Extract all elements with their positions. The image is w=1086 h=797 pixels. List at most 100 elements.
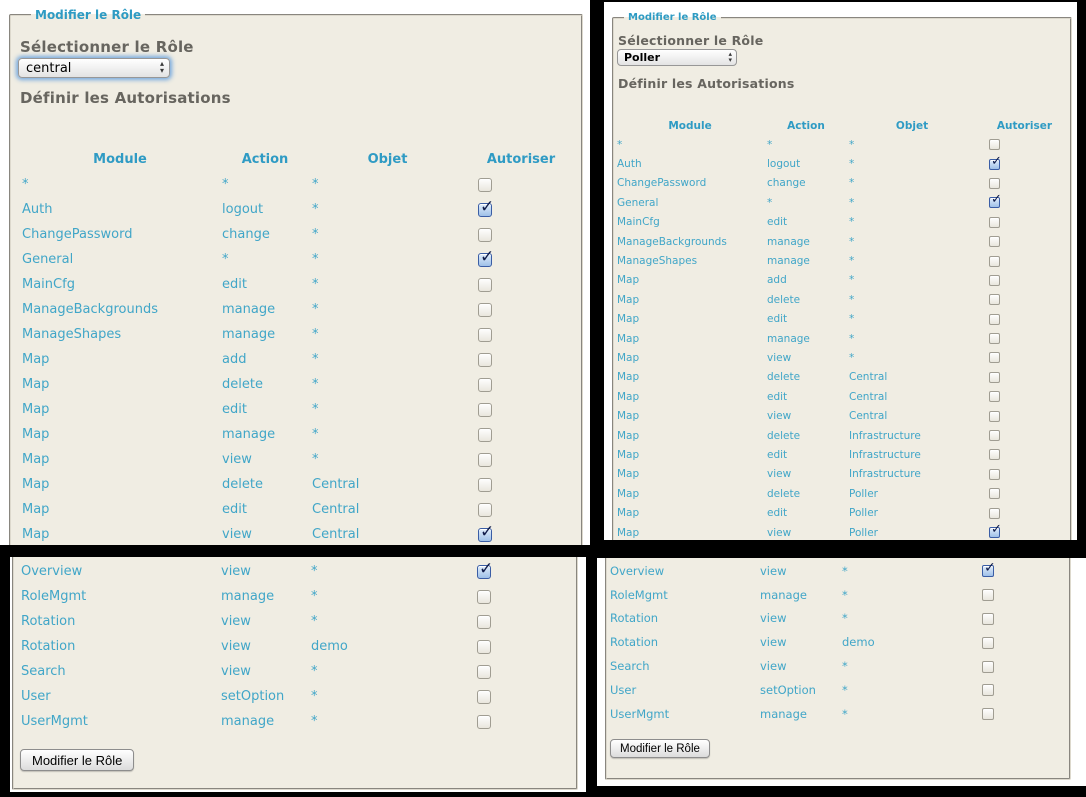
authorize-checkbox[interactable] bbox=[477, 639, 491, 654]
authorize-checkbox[interactable] bbox=[478, 427, 492, 442]
cell-module: Map bbox=[22, 377, 50, 392]
authorize-checkbox[interactable] bbox=[989, 371, 1000, 383]
authorize-checkbox[interactable] bbox=[989, 333, 1000, 345]
cell-objet: * bbox=[311, 614, 318, 629]
cell-objet: Central bbox=[849, 410, 888, 423]
authorize-checkbox[interactable] bbox=[478, 502, 492, 517]
authorize-checkbox[interactable] bbox=[989, 488, 1000, 500]
authorize-checkbox[interactable] bbox=[989, 430, 1000, 442]
authorize-checkbox[interactable] bbox=[989, 507, 1000, 519]
checkmark-icon: ✓ bbox=[479, 559, 494, 579]
authorize-checkbox[interactable] bbox=[982, 684, 994, 697]
authorize-checkbox[interactable] bbox=[989, 177, 1000, 189]
authorize-checkbox[interactable]: ✓ bbox=[478, 197, 494, 217]
authorize-checkbox[interactable] bbox=[982, 636, 994, 649]
permission-row: Map view * bbox=[615, 348, 1072, 367]
modify-role-button[interactable]: Modifier le Rôle bbox=[20, 749, 135, 771]
authorize-checkbox[interactable] bbox=[989, 294, 1000, 306]
checkmark-icon: ✓ bbox=[991, 522, 1002, 537]
authorize-checkbox[interactable] bbox=[982, 708, 994, 721]
cell-autoriser: ✓ bbox=[464, 559, 576, 584]
authorize-checkbox[interactable]: ✓ bbox=[989, 193, 1002, 209]
authorize-checkbox[interactable] bbox=[989, 313, 1000, 325]
cell-objet: Central bbox=[312, 477, 360, 492]
cell-autoriser bbox=[970, 630, 1065, 654]
cell-objet: Poller bbox=[849, 487, 878, 500]
authorize-checkbox[interactable] bbox=[982, 612, 994, 625]
authorize-checkbox[interactable] bbox=[478, 452, 492, 467]
permission-row: ChangePassword change * bbox=[20, 222, 577, 247]
authorize-checkbox[interactable] bbox=[477, 714, 491, 729]
authorize-checkbox[interactable] bbox=[477, 589, 491, 604]
authorize-checkbox[interactable] bbox=[478, 477, 492, 492]
authorize-checkbox[interactable] bbox=[989, 216, 1000, 228]
cell-module: Rotation bbox=[21, 614, 76, 629]
cell-autoriser bbox=[465, 272, 577, 297]
cell-module: Map bbox=[22, 477, 50, 492]
cell-action: logout bbox=[767, 158, 801, 171]
cell-action: * bbox=[222, 177, 229, 192]
cell-autoriser bbox=[464, 659, 576, 684]
authorize-checkbox[interactable] bbox=[478, 227, 492, 242]
cell-autoriser bbox=[465, 472, 577, 497]
authorize-checkbox[interactable] bbox=[478, 277, 492, 292]
cell-autoriser bbox=[970, 607, 1065, 631]
authorize-checkbox[interactable] bbox=[989, 410, 1000, 422]
cell-module: * bbox=[22, 177, 29, 192]
cell-module: General bbox=[617, 196, 659, 209]
authorize-checkbox[interactable] bbox=[989, 391, 1000, 403]
authorize-checkbox[interactable] bbox=[989, 352, 1000, 364]
authorize-checkbox[interactable]: ✓ bbox=[478, 247, 494, 267]
cell-action: * bbox=[767, 196, 773, 209]
authorize-checkbox[interactable] bbox=[989, 139, 1000, 151]
authorize-checkbox[interactable]: ✓ bbox=[478, 522, 494, 542]
authorize-checkbox[interactable] bbox=[477, 689, 491, 704]
authorize-checkbox[interactable] bbox=[982, 660, 994, 673]
cell-autoriser bbox=[977, 368, 1072, 387]
cell-action: change bbox=[767, 177, 806, 190]
authorize-checkbox[interactable] bbox=[478, 302, 492, 317]
authorize-checkbox[interactable] bbox=[477, 664, 491, 679]
cell-autoriser bbox=[977, 329, 1072, 348]
cell-module: Map bbox=[617, 448, 640, 461]
modify-role-button[interactable]: Modifier le Rôle bbox=[610, 739, 710, 758]
cell-action: view bbox=[760, 635, 787, 650]
authorize-checkbox[interactable] bbox=[982, 589, 994, 602]
checkmark-icon: ✓ bbox=[984, 560, 996, 577]
authorize-checkbox[interactable] bbox=[478, 177, 492, 192]
fieldset-legend: Modifier le Rôle bbox=[35, 8, 142, 22]
permissions-table: Overview view * ✓ RoleMgmt manage * Rotation vie… bbox=[608, 559, 1065, 726]
authorize-checkbox[interactable] bbox=[989, 274, 1000, 286]
select-stepper-icon: ▴ ▾ bbox=[159, 59, 164, 75]
authorize-checkbox[interactable]: ✓ bbox=[477, 559, 493, 579]
role-select[interactable]: Poller ▴ ▾ bbox=[617, 49, 737, 66]
cell-action: delete bbox=[767, 371, 801, 384]
cell-autoriser bbox=[977, 484, 1072, 503]
cell-action: edit bbox=[222, 402, 247, 417]
authorize-checkbox[interactable] bbox=[477, 614, 491, 629]
authorize-checkbox[interactable]: ✓ bbox=[989, 154, 1002, 170]
cell-objet: * bbox=[849, 216, 855, 229]
role-select[interactable]: central ▴ ▾ bbox=[18, 58, 170, 78]
permission-row: Map edit Central bbox=[20, 497, 577, 522]
permission-row: Map view * bbox=[20, 447, 577, 472]
authorize-checkbox[interactable] bbox=[478, 352, 492, 367]
authorize-checkbox[interactable]: ✓ bbox=[989, 523, 1002, 538]
authorize-checkbox[interactable] bbox=[989, 449, 1000, 461]
authorize-checkbox[interactable] bbox=[989, 255, 1000, 267]
cell-autoriser bbox=[977, 213, 1072, 232]
cell-module: MainCfg bbox=[617, 216, 660, 229]
authorize-checkbox[interactable] bbox=[989, 468, 1000, 480]
cell-autoriser: ✓ bbox=[977, 523, 1072, 540]
authorize-checkbox[interactable] bbox=[478, 327, 492, 342]
cell-objet: Infrastructure bbox=[849, 468, 921, 481]
authorize-checkbox[interactable] bbox=[478, 377, 492, 392]
authorize-checkbox[interactable]: ✓ bbox=[982, 560, 996, 578]
permission-row: UserMgmt manage * bbox=[608, 702, 1065, 726]
cell-action: view bbox=[767, 351, 792, 364]
cell-autoriser bbox=[970, 654, 1065, 678]
cell-autoriser bbox=[977, 251, 1072, 270]
authorize-checkbox[interactable] bbox=[478, 402, 492, 417]
authorize-checkbox[interactable] bbox=[989, 236, 1000, 248]
cell-action: manage bbox=[767, 332, 810, 345]
